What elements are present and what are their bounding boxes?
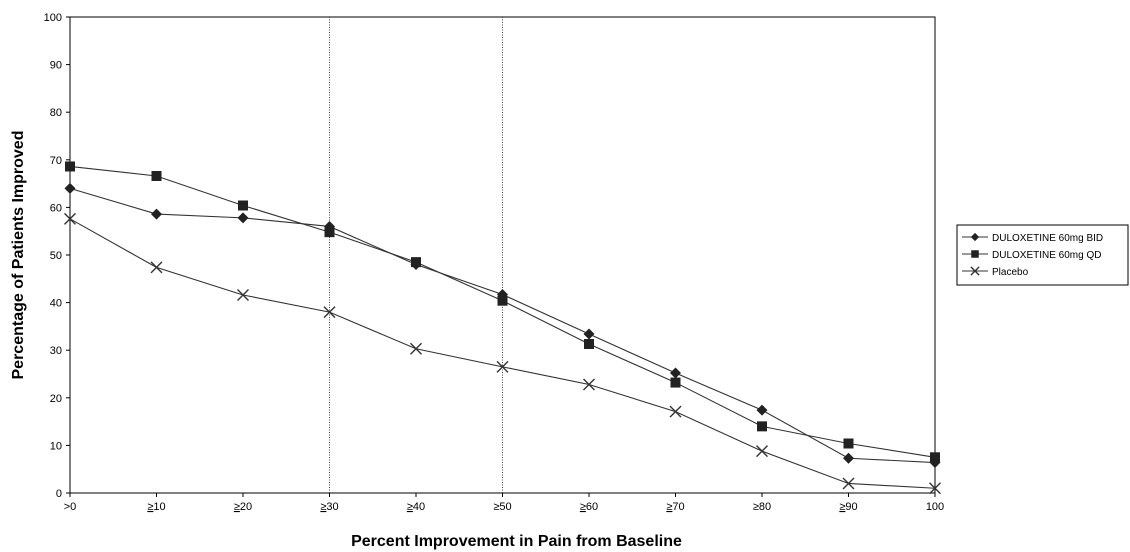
series-3-point: [237, 288, 249, 301]
series-1-point: [583, 328, 595, 340]
y-tick-label: 100: [44, 12, 62, 24]
series-3-point: [583, 378, 595, 391]
series-1-point: [237, 212, 249, 224]
series-3-point: [669, 405, 682, 418]
reference-lines: [329, 17, 503, 493]
x-tick-label: ≥10: [147, 501, 165, 513]
series-2-point: [411, 257, 421, 268]
series-3-point: [756, 445, 768, 458]
series-3-point: [496, 360, 509, 373]
x-tick-label: 100: [926, 501, 944, 513]
legend-label: Placebo: [992, 267, 1029, 278]
series-2-point: [584, 339, 594, 350]
x-tick-label: ≥30: [320, 501, 338, 513]
y-tick-label: 90: [50, 60, 62, 72]
series-2-point: [757, 421, 767, 432]
legend-label: DULOXETINE 60mg BID: [992, 233, 1103, 244]
series-1-point: [670, 367, 681, 379]
y-tick-label: 40: [50, 298, 62, 310]
y-tick-label: 30: [50, 345, 62, 357]
series-2-point: [843, 438, 854, 449]
series-2-point: [930, 452, 940, 463]
series-2-point: [670, 377, 681, 388]
x-tick-label: ≥40: [407, 501, 425, 513]
legend: DULOXETINE 60mg BID DULOXETINE 60mg QD Pla…: [956, 224, 1129, 286]
series-3-point: [64, 212, 76, 225]
legend-box: [956, 224, 1129, 286]
legend-marker: [971, 250, 979, 258]
series-3-point: [929, 482, 941, 495]
series-3-point: [842, 477, 855, 490]
y-tick-label: 80: [50, 107, 62, 119]
legend-marker: [970, 232, 980, 242]
y-tick-label: 20: [50, 393, 62, 405]
series-3-point: [323, 306, 336, 319]
x-tick-label: ≥90: [839, 501, 857, 513]
x-tick-label: ≥20: [234, 501, 252, 513]
series-2-point: [65, 161, 75, 172]
y-tick-label: 0: [56, 488, 62, 500]
series-3-point: [410, 342, 422, 355]
x-tick-label: ≥80: [753, 501, 771, 513]
y-tick-label: 50: [50, 250, 62, 262]
series-1-point: [843, 452, 854, 464]
legend-marker: [970, 266, 980, 276]
series-1-point: [756, 404, 768, 416]
x-tick-label: >0: [64, 501, 77, 513]
series-2-point: [497, 295, 508, 306]
series-2-point: [238, 200, 248, 211]
x-axis-title: Percent Improvement in Pain from Baselin…: [351, 533, 682, 550]
y-axis: 0 10 20 30 40 50 60 70 80 90 100: [44, 12, 70, 500]
x-axis: >0 ≥10 ≥20 ≥30 ≥40 ≥50 ≥60 ≥70 ≥80 ≥90 100: [64, 493, 944, 513]
series-layer: [64, 161, 941, 495]
series-3-point: [150, 261, 163, 274]
y-tick-label: 60: [50, 202, 62, 214]
y-tick-label: 10: [50, 440, 62, 452]
y-tick-label: 70: [50, 155, 62, 167]
series-1-point: [64, 182, 76, 194]
x-tick-label: ≥70: [666, 501, 684, 513]
series-2-point: [151, 170, 162, 181]
legend-label: DULOXETINE 60mg QD: [992, 250, 1101, 261]
y-axis-title: Percentage of Patients Improved: [10, 131, 27, 380]
x-tick-label: ≥60: [580, 501, 598, 513]
series-2-point: [324, 227, 335, 238]
x-tick-label: ≥50: [493, 501, 511, 513]
series-1-point: [151, 208, 162, 220]
